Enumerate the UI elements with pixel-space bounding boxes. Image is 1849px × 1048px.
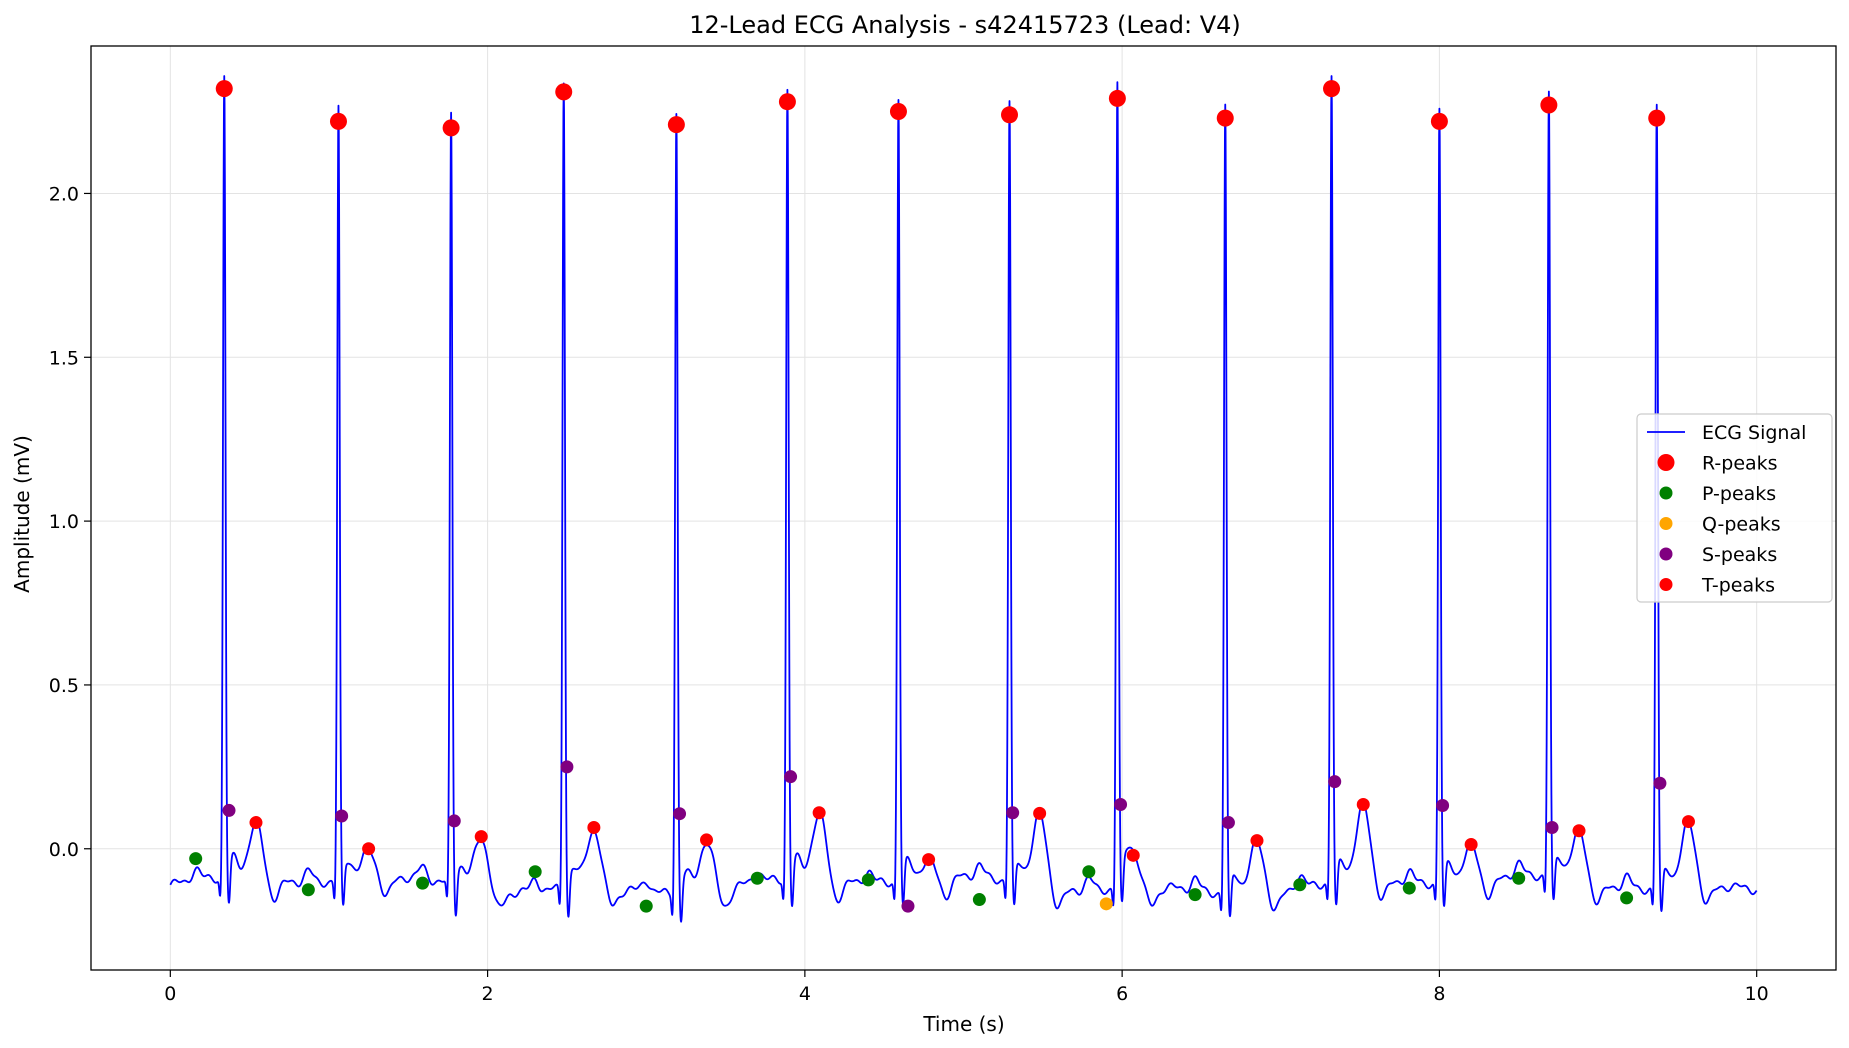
s-peak-marker bbox=[784, 770, 798, 784]
y-tick-label: 2.0 bbox=[49, 183, 79, 205]
r-peak-marker bbox=[215, 80, 233, 98]
p-peak-marker bbox=[416, 876, 430, 890]
plot-frame bbox=[90, 45, 1837, 971]
legend-swatch-marker bbox=[1659, 486, 1673, 500]
s-peak-marker bbox=[1221, 816, 1235, 830]
r-peak-marker bbox=[1648, 109, 1666, 127]
legend-label: R-peaks bbox=[1702, 453, 1778, 475]
r-peak-marker bbox=[778, 93, 796, 111]
p-peak-marker bbox=[1293, 878, 1307, 892]
x-tick-label: 6 bbox=[1116, 983, 1128, 1005]
r-peak-marker bbox=[1540, 96, 1558, 114]
q-peak-marker bbox=[1099, 897, 1113, 911]
y-tick-label: 1.0 bbox=[49, 511, 79, 533]
s-peak-marker bbox=[1328, 775, 1342, 789]
r-peak-marker bbox=[1216, 109, 1234, 127]
x-tick-label: 8 bbox=[1433, 983, 1445, 1005]
p-peak-marker bbox=[1512, 871, 1526, 885]
p-peak-marker bbox=[750, 871, 764, 885]
x-axis-title: Time (s) bbox=[922, 1012, 1004, 1036]
r-peak-marker bbox=[1430, 112, 1448, 130]
t-peak-marker bbox=[1126, 848, 1140, 862]
ecg-signal-line bbox=[169, 75, 1758, 923]
s-peak-marker bbox=[901, 899, 915, 913]
r-peak-marker bbox=[1108, 89, 1126, 107]
s-peak-marker bbox=[1114, 798, 1128, 812]
t-peak-marker bbox=[249, 816, 263, 830]
t-peak-marker bbox=[362, 842, 376, 856]
legend-swatch-marker bbox=[1659, 578, 1673, 591]
legend-label: T-peaks bbox=[1701, 575, 1775, 597]
p-peak-marker bbox=[1082, 865, 1096, 879]
axis-ticks: 0 2 4 6 8 10 0.0 0.5 1.0 1.5 2.0 bbox=[49, 183, 1769, 1005]
p-peak-marker bbox=[639, 899, 653, 913]
y-axis-title: Amplitude (mV) bbox=[10, 435, 34, 593]
x-tick-label: 2 bbox=[482, 983, 494, 1005]
p-peak-marker bbox=[1188, 888, 1202, 902]
legend: ECG Signal R-peaks P-peaks Q-peaks S-peaks T-… bbox=[1636, 413, 1833, 603]
r-peak-marker bbox=[1001, 106, 1019, 124]
legend-label: P-peaks bbox=[1702, 483, 1776, 505]
t-peak-marker bbox=[1356, 798, 1370, 812]
s-peak-marker bbox=[222, 803, 236, 817]
r-peak-marker bbox=[889, 103, 907, 121]
s-peak-marker bbox=[560, 760, 574, 774]
s-peak-marker bbox=[1545, 820, 1559, 834]
t-peak-marker bbox=[700, 833, 714, 847]
t-peak-marker bbox=[1033, 806, 1047, 820]
legend-swatch-marker bbox=[1657, 454, 1675, 471]
p-peak-marker bbox=[1402, 881, 1416, 895]
y-tick-label: 1.5 bbox=[49, 347, 79, 369]
s-peak-marker bbox=[1436, 799, 1450, 813]
p-peak-marker bbox=[861, 873, 875, 887]
p-peak-marker bbox=[1620, 891, 1634, 905]
legend-box bbox=[1636, 413, 1833, 603]
legend-swatch-marker bbox=[1659, 517, 1673, 530]
t-peak-marker bbox=[922, 853, 936, 867]
s-peak-marker bbox=[1653, 776, 1667, 790]
s-peak-marker bbox=[673, 807, 687, 821]
t-peak-marker bbox=[1681, 815, 1695, 829]
y-tick-label: 0.5 bbox=[49, 675, 79, 697]
t-peak-marker bbox=[1250, 834, 1264, 848]
t-peak-marker bbox=[474, 830, 488, 844]
p-peak-marker bbox=[301, 883, 315, 897]
p-peak-marker bbox=[972, 893, 986, 907]
r-peak-marker bbox=[329, 112, 347, 130]
y-tick-label: 0.0 bbox=[49, 839, 79, 861]
t-peak-marker bbox=[1572, 824, 1586, 838]
t-peak-marker bbox=[587, 820, 601, 834]
legend-label: ECG Signal bbox=[1702, 422, 1806, 444]
r-peak-marker bbox=[1323, 80, 1341, 98]
x-tick-label: 4 bbox=[799, 983, 811, 1005]
legend-label: Q-peaks bbox=[1702, 514, 1781, 536]
plot-area bbox=[169, 75, 1758, 923]
peak-markers bbox=[189, 80, 1695, 913]
s-peak-marker bbox=[1006, 806, 1020, 820]
p-peak-marker bbox=[189, 852, 203, 866]
chart-title: 12-Lead ECG Analysis - s42415723 (Lead: … bbox=[689, 11, 1241, 39]
legend-label: S-peaks bbox=[1702, 544, 1777, 566]
p-peak-marker bbox=[528, 865, 542, 879]
r-peak-marker bbox=[555, 83, 573, 101]
s-peak-marker bbox=[335, 809, 349, 823]
s-peak-marker bbox=[447, 814, 461, 828]
legend-swatch-marker bbox=[1659, 547, 1673, 561]
t-peak-marker bbox=[1464, 838, 1478, 852]
t-peak-marker bbox=[812, 806, 826, 820]
x-tick-label: 10 bbox=[1745, 983, 1769, 1005]
r-peak-marker bbox=[442, 119, 460, 137]
x-tick-label: 0 bbox=[164, 983, 176, 1005]
r-peak-marker bbox=[667, 116, 685, 134]
